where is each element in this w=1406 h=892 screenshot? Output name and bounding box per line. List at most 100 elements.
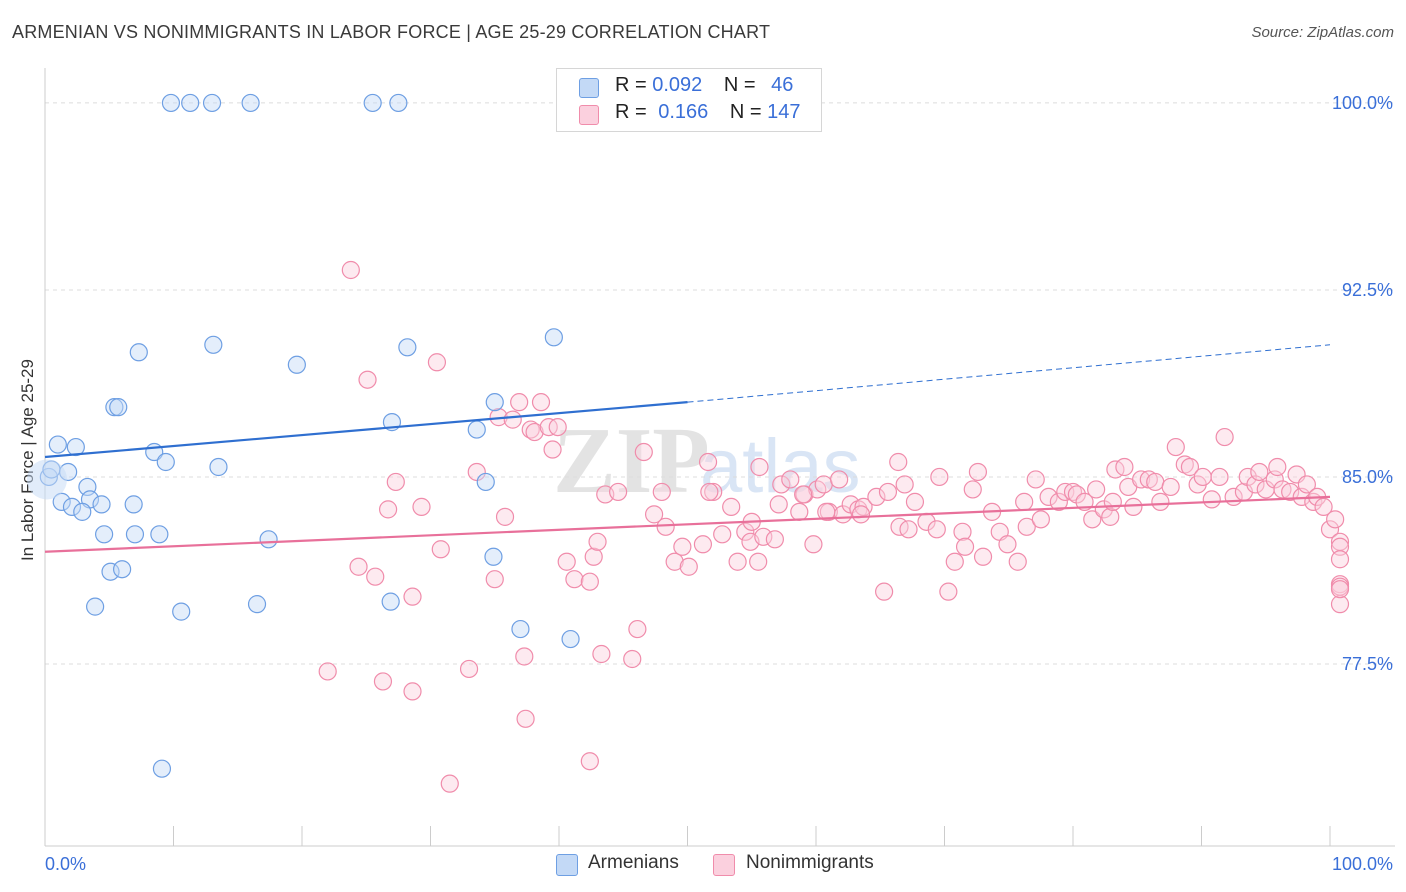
nonimmigrants-point: [1166, 437, 1185, 457]
armenians-point: [363, 93, 382, 113]
y-tick-label-0: 100.0%: [1332, 93, 1393, 113]
nonimmigrants-point: [963, 480, 982, 499]
nonimmigrants-point: [318, 662, 337, 681]
armenians-n-label: N =: [723, 74, 762, 96]
nonimmigrants-point: [736, 522, 755, 541]
nonimmigrants-point: [1215, 427, 1234, 447]
armenians-point: [544, 328, 563, 347]
source-label: Source: ZipAtlas.com: [1251, 24, 1394, 41]
nonimmigrants-point: [515, 647, 534, 666]
nonimmigrants-point: [1067, 485, 1086, 504]
nonimmigrants-point: [804, 535, 823, 554]
armenians-point: [86, 597, 105, 616]
nonimmigrants-point: [609, 482, 628, 502]
nonimmigrants-point: [953, 522, 972, 541]
armenians-point: [152, 759, 172, 778]
nonimmigrants-point: [867, 487, 886, 507]
nonimmigrants-point: [930, 467, 949, 487]
nonimmigrants-point: [1314, 497, 1333, 516]
nonimmigrants-point: [1101, 507, 1120, 526]
armenians-point: [124, 495, 143, 514]
nonimmigrants-point: [1330, 595, 1350, 614]
nonimmigrants-point: [565, 570, 584, 589]
nonimmigrants-point: [1049, 492, 1068, 511]
nonimmigrants-point: [1250, 462, 1269, 482]
nonimmigrants-point: [467, 462, 486, 482]
nonimmigrants-point: [503, 410, 522, 429]
nonimmigrants-point: [580, 752, 599, 771]
nonimmigrants-point: [1161, 477, 1180, 497]
armenians-point: [476, 472, 495, 492]
armenians-point: [511, 619, 530, 639]
armenians-point: [48, 435, 67, 454]
armenians-point: [209, 457, 228, 477]
armenians-point: [95, 525, 114, 544]
nonimmigrants-point: [1017, 517, 1036, 536]
nonimmigrants-point: [830, 470, 849, 489]
nonimmigrants-point: [1056, 482, 1075, 502]
nonimmigrants-point: [1193, 467, 1212, 487]
nonimmigrants-point: [525, 422, 544, 442]
nonimmigrants-point: [1124, 497, 1143, 516]
svg-text:ZIP: ZIP: [553, 409, 710, 513]
nonimmigrants-point: [628, 619, 647, 639]
nonimmigrants-point: [899, 520, 918, 539]
nonimmigrants-point: [1268, 457, 1287, 477]
nonimmigrants-point: [1330, 580, 1350, 599]
nonimmigrants-point: [973, 547, 993, 566]
y-tick-label-3: 77.5%: [1342, 654, 1393, 674]
trend-lines: [44, 344, 1331, 553]
armenians-trend-extension: [687, 344, 1331, 403]
nonimmigrants-point: [656, 517, 675, 536]
nonimmigrants-point: [1087, 480, 1106, 499]
x-tick-label-0: 0.0%: [45, 854, 86, 874]
nonimmigrants-point: [1330, 550, 1350, 569]
nonimmigrants-point: [698, 452, 718, 472]
nonimmigrants-point: [889, 452, 908, 472]
nonimmigrants-point: [1039, 487, 1058, 507]
armenians-point: [287, 355, 306, 374]
nonimmigrants-point: [543, 440, 562, 459]
nonimmigrants-point: [1202, 490, 1221, 509]
nonimmigrants-point: [531, 393, 551, 412]
nonimmigrants-point: [704, 482, 723, 502]
nonimmigrants-point: [713, 525, 732, 544]
armenians-point: [129, 343, 148, 362]
nonimmigrants-point: [644, 505, 664, 524]
nonimmigrants-point: [1210, 467, 1229, 487]
nonimmigrants-point: [1083, 510, 1102, 529]
y-tick-label-2: 85.0%: [1342, 467, 1393, 487]
nonimmigrants-point: [878, 482, 898, 502]
nonimmigrants-point: [875, 582, 894, 601]
svg-text:atlas: atlas: [700, 424, 861, 509]
nonimmigrants-point: [750, 457, 769, 477]
nonimmigrants-point: [366, 567, 385, 586]
nonimmigrants-point: [679, 557, 698, 576]
nonimmigrants-series: [318, 260, 1350, 793]
nonimmigrants-point: [427, 353, 447, 372]
x-tick-label-1: 100.0%: [1332, 854, 1393, 874]
nonimmigrants-point: [652, 482, 671, 502]
nonimmigrants-point: [790, 502, 809, 521]
nonimmigrants-point: [1031, 510, 1050, 529]
nonimmigrants-point: [722, 497, 741, 516]
armenians-point: [27, 459, 67, 500]
chart-title: ARMENIAN VS NONIMMIGRANTS IN LABOR FORCE…: [12, 22, 771, 42]
armenians-point: [109, 398, 128, 417]
nonimmigrants-point: [1132, 470, 1151, 489]
nonimmigrants-point: [349, 557, 368, 576]
armenians-point: [125, 525, 145, 544]
armenians-point: [112, 560, 132, 579]
nonimmigrants-point: [1326, 510, 1345, 529]
armenians-legend-label: Armenians: [588, 852, 679, 873]
nonimmigrants-point: [623, 649, 642, 669]
nonimmigrants-legend-swatch: [713, 854, 735, 876]
armenians-point: [161, 93, 181, 113]
nonimmigrants-point: [895, 475, 914, 494]
armenians-point: [398, 338, 417, 357]
nonimmigrants-point: [754, 527, 773, 546]
armenians-point: [485, 393, 504, 412]
nonimmigrants-point: [1180, 457, 1200, 477]
nonimmigrants-point: [781, 470, 800, 489]
